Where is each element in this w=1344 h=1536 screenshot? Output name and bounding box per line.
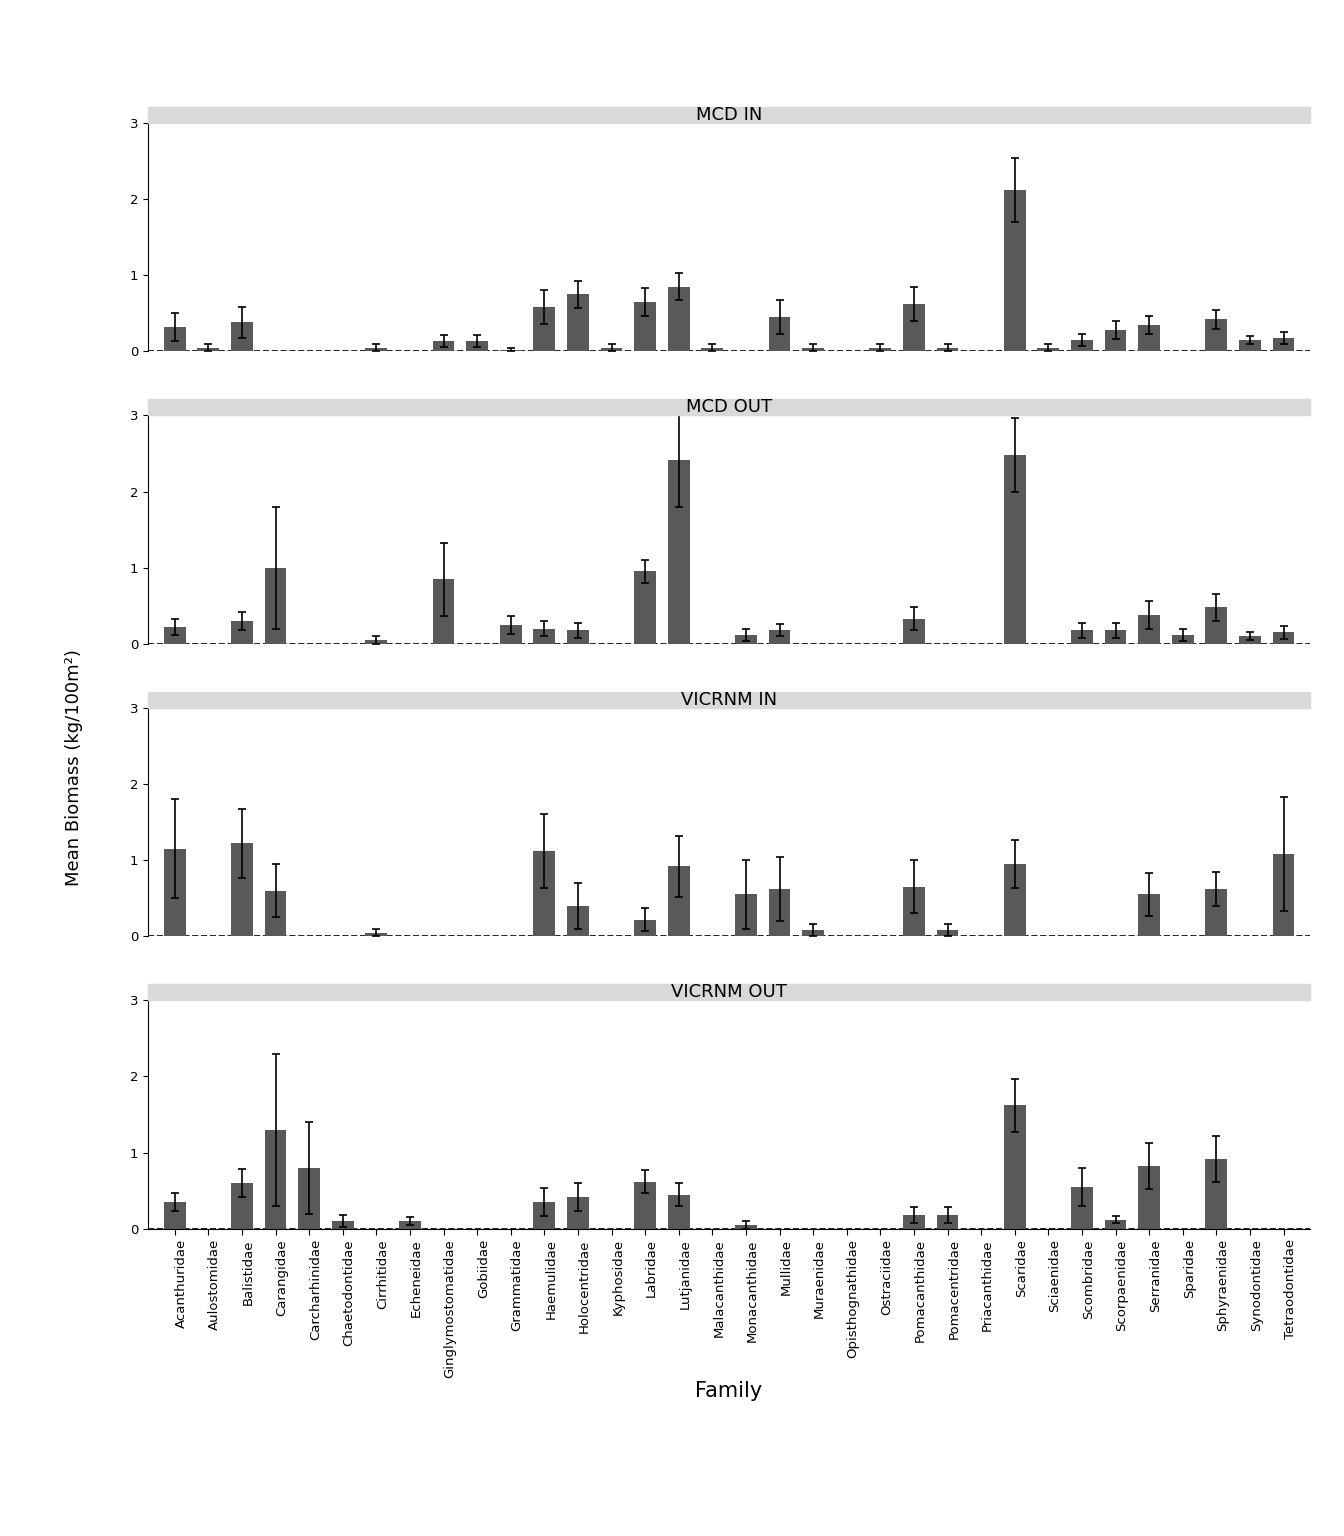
Bar <box>1172 634 1193 644</box>
Bar <box>1105 330 1126 352</box>
Bar <box>1105 630 1126 644</box>
Bar <box>903 304 925 352</box>
Bar <box>668 1195 689 1229</box>
FancyBboxPatch shape <box>148 399 1310 415</box>
Bar <box>1273 338 1294 352</box>
Bar <box>164 849 185 937</box>
Bar <box>332 1221 353 1229</box>
Bar <box>366 347 387 352</box>
Bar <box>634 920 656 937</box>
Bar <box>265 891 286 937</box>
Bar <box>903 886 925 937</box>
Bar <box>1239 636 1261 644</box>
Bar <box>769 889 790 937</box>
Bar <box>366 641 387 644</box>
Bar <box>634 303 656 352</box>
Bar <box>802 931 824 937</box>
Bar <box>231 1183 253 1229</box>
Bar <box>1071 630 1093 644</box>
Bar <box>231 323 253 352</box>
Bar <box>769 630 790 644</box>
Bar <box>601 347 622 352</box>
Bar <box>198 347 219 352</box>
Bar <box>1071 1187 1093 1229</box>
Bar <box>567 1197 589 1229</box>
Bar <box>1273 633 1294 644</box>
Bar <box>870 347 891 352</box>
Bar <box>769 316 790 352</box>
Bar <box>668 287 689 352</box>
Bar <box>433 579 454 644</box>
Bar <box>668 866 689 937</box>
Bar <box>164 1203 185 1229</box>
Bar <box>265 568 286 644</box>
Bar <box>1138 614 1160 644</box>
Text: MCD OUT: MCD OUT <box>685 398 773 416</box>
FancyBboxPatch shape <box>148 108 1310 123</box>
Bar <box>1138 324 1160 352</box>
Bar <box>1273 854 1294 937</box>
Bar <box>1004 455 1025 644</box>
Text: Mean Biomass (kg/100m²): Mean Biomass (kg/100m²) <box>65 650 83 886</box>
Bar <box>164 627 185 644</box>
Bar <box>1105 1220 1126 1229</box>
Bar <box>1206 319 1227 352</box>
Bar <box>500 625 521 644</box>
Bar <box>1206 607 1227 644</box>
Bar <box>903 619 925 644</box>
Bar <box>466 341 488 352</box>
Bar <box>702 347 723 352</box>
Bar <box>937 931 958 937</box>
Bar <box>1004 1106 1025 1229</box>
Text: MCD IN: MCD IN <box>696 106 762 124</box>
Bar <box>634 571 656 644</box>
Bar <box>1206 889 1227 937</box>
Bar <box>1071 339 1093 352</box>
X-axis label: Family: Family <box>695 1381 763 1401</box>
Bar <box>1004 190 1025 352</box>
Bar <box>634 1181 656 1229</box>
Bar <box>366 932 387 937</box>
Bar <box>567 906 589 937</box>
Bar <box>567 295 589 352</box>
Bar <box>937 347 958 352</box>
Bar <box>1138 894 1160 937</box>
Bar <box>735 894 757 937</box>
Bar <box>534 1203 555 1229</box>
Text: VICRNM IN: VICRNM IN <box>681 691 777 708</box>
Bar <box>298 1167 320 1229</box>
Bar <box>668 459 689 644</box>
Bar <box>433 341 454 352</box>
Bar <box>1138 1166 1160 1229</box>
FancyBboxPatch shape <box>148 691 1310 708</box>
Bar <box>164 327 185 352</box>
Bar <box>1239 339 1261 352</box>
Bar <box>735 1226 757 1229</box>
Bar <box>534 628 555 644</box>
Bar <box>903 1215 925 1229</box>
Bar <box>399 1221 421 1229</box>
Bar <box>534 307 555 352</box>
Bar <box>567 630 589 644</box>
Bar <box>265 1130 286 1229</box>
Bar <box>1004 863 1025 937</box>
Bar <box>1038 347 1059 352</box>
Bar <box>937 1215 958 1229</box>
Bar <box>534 851 555 937</box>
Bar <box>802 347 824 352</box>
Bar <box>231 843 253 937</box>
Bar <box>735 634 757 644</box>
Bar <box>231 621 253 644</box>
FancyBboxPatch shape <box>148 985 1310 1000</box>
Bar <box>1206 1158 1227 1229</box>
Text: VICRNM OUT: VICRNM OUT <box>671 983 788 1001</box>
